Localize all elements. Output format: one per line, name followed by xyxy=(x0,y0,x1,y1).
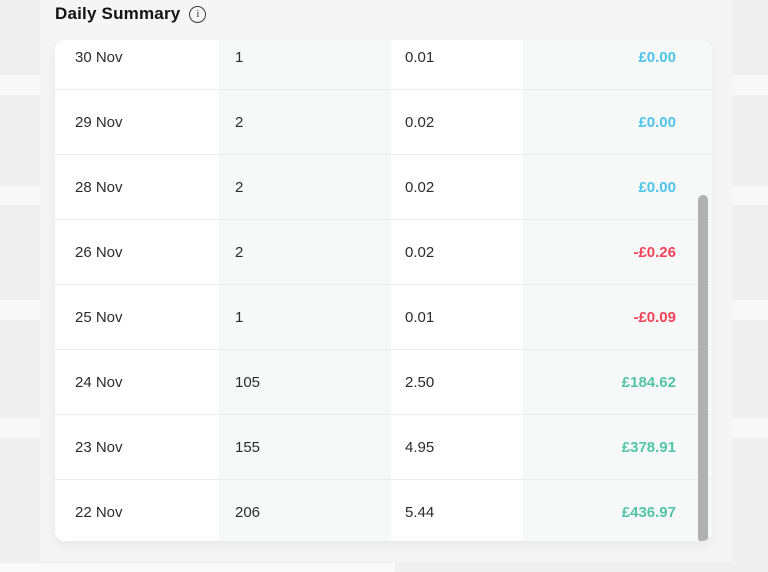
count-cell: 206 xyxy=(235,504,261,521)
count-cell: 2 xyxy=(235,178,244,196)
value-cell: 0.01 xyxy=(405,48,435,66)
count-cell: 105 xyxy=(235,373,261,391)
table-row: 30 Nov 1 0.01 £0.00 xyxy=(55,40,712,90)
page-title: Daily Summary xyxy=(55,4,181,23)
table-row: 22 Nov 206 5.44 £436.97 xyxy=(55,480,712,541)
date-cell: 22 Nov xyxy=(75,504,123,521)
date-cell: 29 Nov xyxy=(75,113,123,131)
daily-summary-section: Daily Summary i 30 Nov 1 0.01 £0.00 29 N… xyxy=(40,0,732,562)
amount-cell: £184.62 xyxy=(621,373,676,391)
amount-cell: £0.00 xyxy=(638,48,676,66)
table-row: 25 Nov 1 0.01 -£0.09 xyxy=(55,285,712,350)
amount-cell: £0.00 xyxy=(638,178,676,196)
table-row: 23 Nov 155 4.95 £378.91 xyxy=(55,415,712,480)
date-cell: 24 Nov xyxy=(75,373,123,391)
section-header: Daily Summary i xyxy=(55,4,207,24)
table-row: 24 Nov 105 2.50 £184.62 xyxy=(55,350,712,415)
info-icon-glyph: i xyxy=(196,7,200,20)
info-icon[interactable]: i xyxy=(189,5,207,23)
amount-cell: £0.00 xyxy=(638,113,676,131)
vertical-scrollbar-thumb[interactable] xyxy=(698,195,708,541)
amount-cell: -£0.09 xyxy=(633,308,676,326)
count-cell: 1 xyxy=(235,48,244,66)
column-stripe xyxy=(523,40,712,541)
date-cell: 30 Nov xyxy=(75,48,123,66)
amount-cell: £378.91 xyxy=(621,438,676,456)
value-cell: 0.02 xyxy=(405,243,435,261)
date-cell: 25 Nov xyxy=(75,308,123,326)
date-cell: 26 Nov xyxy=(75,243,123,261)
table-row: 26 Nov 2 0.02 -£0.26 xyxy=(55,220,712,285)
value-cell: 0.02 xyxy=(405,178,435,196)
column-stripe xyxy=(219,40,391,541)
background-strip xyxy=(0,563,395,572)
amount-cell: -£0.26 xyxy=(633,243,676,261)
count-cell: 1 xyxy=(235,308,244,326)
count-cell: 2 xyxy=(235,243,244,261)
value-cell: 4.95 xyxy=(405,438,435,456)
count-cell: 155 xyxy=(235,438,261,456)
amount-cell: £436.97 xyxy=(621,504,676,521)
count-cell: 2 xyxy=(235,113,244,131)
table-rows: 30 Nov 1 0.01 £0.00 29 Nov 2 0.02 £0.00 … xyxy=(55,40,712,541)
date-cell: 28 Nov xyxy=(75,178,123,196)
value-cell: 5.44 xyxy=(405,504,435,521)
value-cell: 2.50 xyxy=(405,373,435,391)
date-cell: 23 Nov xyxy=(75,438,123,456)
daily-summary-table: 30 Nov 1 0.01 £0.00 29 Nov 2 0.02 £0.00 … xyxy=(55,40,712,541)
table-row: 28 Nov 2 0.02 £0.00 xyxy=(55,155,712,220)
value-cell: 0.01 xyxy=(405,308,435,326)
table-row: 29 Nov 2 0.02 £0.00 xyxy=(55,90,712,155)
value-cell: 0.02 xyxy=(405,113,435,131)
